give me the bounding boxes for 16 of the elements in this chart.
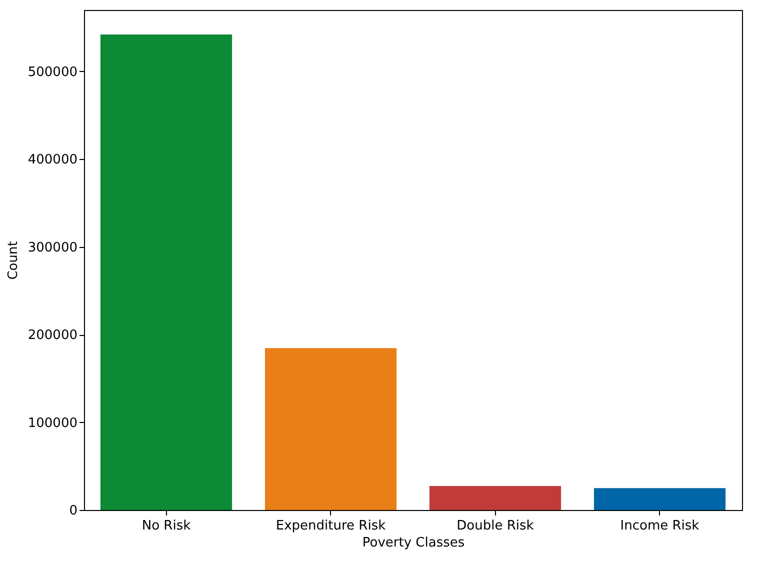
x-tick-label: Expenditure Risk bbox=[276, 518, 386, 534]
y-axis-title: Count bbox=[6, 241, 21, 280]
bar bbox=[594, 488, 726, 510]
bar bbox=[429, 486, 562, 510]
bar bbox=[100, 34, 232, 510]
y-tick-label: 0 bbox=[69, 504, 78, 518]
bar bbox=[264, 348, 397, 510]
y-tick-label: 500000 bbox=[28, 64, 78, 80]
y-tick-label: 400000 bbox=[28, 152, 78, 168]
x-tick-label: Double Risk bbox=[456, 518, 534, 534]
x-tick-label: Income Risk bbox=[620, 518, 700, 534]
y-tick-label: 300000 bbox=[28, 240, 78, 256]
y-tick-label: 200000 bbox=[28, 328, 78, 344]
x-tick-label: No Risk bbox=[142, 518, 192, 534]
y-tick-label: 100000 bbox=[28, 416, 78, 431]
x-axis-title: Poverty Classes bbox=[362, 536, 465, 550]
